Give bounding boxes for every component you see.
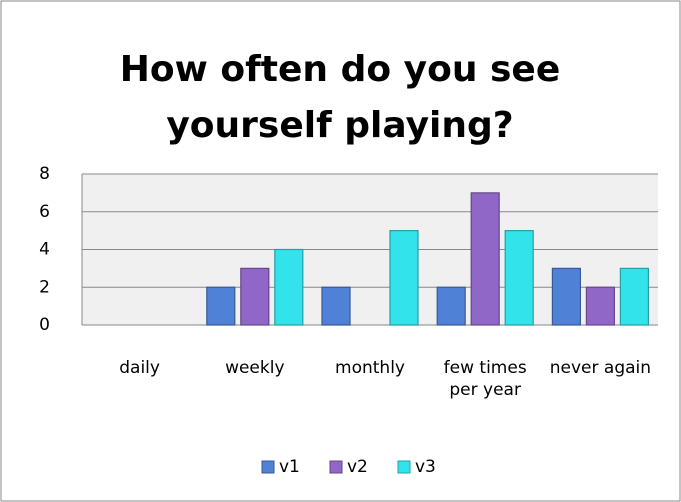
x-tick-label: daily: [119, 358, 160, 378]
x-tick-label: weekly: [225, 358, 285, 378]
bar: [504, 230, 534, 326]
bar: [274, 248, 304, 326]
chart-title: How often do you see yourself playing?: [119, 49, 561, 146]
bar: [470, 192, 500, 326]
bar: [206, 286, 236, 326]
legend-label: v3: [415, 457, 436, 477]
y-tick-label: 4: [39, 240, 50, 260]
bar: [551, 267, 582, 326]
y-tick-label: 8: [39, 164, 50, 184]
x-tick-label: few times per year: [443, 358, 527, 400]
bar: [389, 230, 419, 326]
x-tick-label: never again: [549, 358, 652, 378]
bar: [585, 286, 616, 326]
x-tick-label: monthly: [335, 358, 405, 378]
legend-label: v2: [347, 457, 368, 477]
y-tick-label: 6: [39, 202, 50, 222]
y-tick-label: 0: [39, 315, 50, 335]
bar: [619, 267, 650, 326]
y-tick-label: 2: [39, 277, 50, 297]
bar: [436, 286, 466, 326]
legend-swatch: [329, 460, 343, 474]
legend-swatch: [261, 460, 275, 474]
bar: [240, 267, 270, 326]
bar: [321, 286, 351, 326]
legend-swatch: [397, 460, 411, 474]
legend-label: v1: [279, 457, 300, 477]
